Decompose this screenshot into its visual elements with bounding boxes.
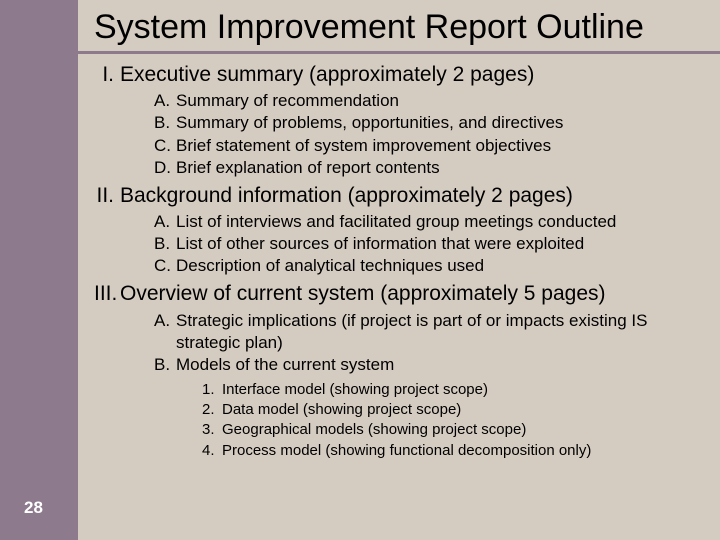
- outline-text: Overview of current system (approximatel…: [120, 281, 704, 307]
- outline-marker: A.: [154, 310, 176, 354]
- outline-text: Executive summary (approximately 2 pages…: [120, 62, 704, 88]
- outline-item: B. List of other sources of information …: [154, 233, 704, 255]
- outline-subgroup: A. Summary of recommendation B. Summary …: [154, 90, 704, 178]
- outline-marker: III.: [94, 281, 120, 307]
- outline-item: A. List of interviews and facilitated gr…: [154, 211, 704, 233]
- outline-content: I. Executive summary (approximately 2 pa…: [78, 54, 720, 461]
- outline-marker: 4.: [202, 441, 222, 461]
- outline-text: Models of the current system: [176, 354, 704, 376]
- outline-marker: B.: [154, 354, 176, 376]
- outline-marker: 2.: [202, 400, 222, 420]
- outline-subgroup: A. Strategic implications (if project is…: [154, 310, 704, 376]
- outline-marker: B.: [154, 233, 176, 255]
- outline-item: 4. Process model (showing functional dec…: [202, 441, 704, 461]
- outline-item: C. Description of analytical techniques …: [154, 255, 704, 277]
- outline-marker: I.: [94, 62, 120, 88]
- outline-subgroup: A. List of interviews and facilitated gr…: [154, 211, 704, 277]
- outline-marker: C.: [154, 135, 176, 157]
- outline-item: A. Strategic implications (if project is…: [154, 310, 704, 354]
- outline-text: Geographical models (showing project sco…: [222, 420, 704, 440]
- outline-marker: A.: [154, 211, 176, 233]
- outline-text: Description of analytical techniques use…: [176, 255, 704, 277]
- outline-marker: 1.: [202, 380, 222, 400]
- slide-body: System Improvement Report Outline I. Exe…: [78, 0, 720, 540]
- outline-text: Interface model (showing project scope): [222, 380, 704, 400]
- outline-item: 3. Geographical models (showing project …: [202, 420, 704, 440]
- outline-item: A. Summary of recommendation: [154, 90, 704, 112]
- outline-marker: C.: [154, 255, 176, 277]
- outline-item: B. Summary of problems, opportunities, a…: [154, 112, 704, 134]
- slide-title: System Improvement Report Outline: [78, 0, 720, 54]
- outline-text: Background information (approximately 2 …: [120, 183, 704, 209]
- outline-item: II. Background information (approximatel…: [94, 183, 704, 209]
- outline-text: Data model (showing project scope): [222, 400, 704, 420]
- outline-item: D. Brief explanation of report contents: [154, 157, 704, 179]
- outline-marker: B.: [154, 112, 176, 134]
- outline-item: III. Overview of current system (approxi…: [94, 281, 704, 307]
- outline-item: 2. Data model (showing project scope): [202, 400, 704, 420]
- outline-marker: 3.: [202, 420, 222, 440]
- outline-text: Summary of recommendation: [176, 90, 704, 112]
- outline-marker: II.: [94, 183, 120, 209]
- outline-text: List of interviews and facilitated group…: [176, 211, 704, 233]
- outline-item: 1. Interface model (showing project scop…: [202, 380, 704, 400]
- page-number: 28: [24, 498, 43, 518]
- outline-item: B. Models of the current system: [154, 354, 704, 376]
- outline-text: Brief explanation of report contents: [176, 157, 704, 179]
- outline-text: Brief statement of system improvement ob…: [176, 135, 704, 157]
- outline-marker: D.: [154, 157, 176, 179]
- outline-item: I. Executive summary (approximately 2 pa…: [94, 62, 704, 88]
- outline-item: C. Brief statement of system improvement…: [154, 135, 704, 157]
- outline-text: Process model (showing functional decomp…: [222, 441, 704, 461]
- outline-text: Summary of problems, opportunities, and …: [176, 112, 704, 134]
- outline-text: Strategic implications (if project is pa…: [176, 310, 704, 354]
- outline-text: List of other sources of information tha…: [176, 233, 704, 255]
- outline-subsubgroup: 1. Interface model (showing project scop…: [202, 380, 704, 461]
- outline-marker: A.: [154, 90, 176, 112]
